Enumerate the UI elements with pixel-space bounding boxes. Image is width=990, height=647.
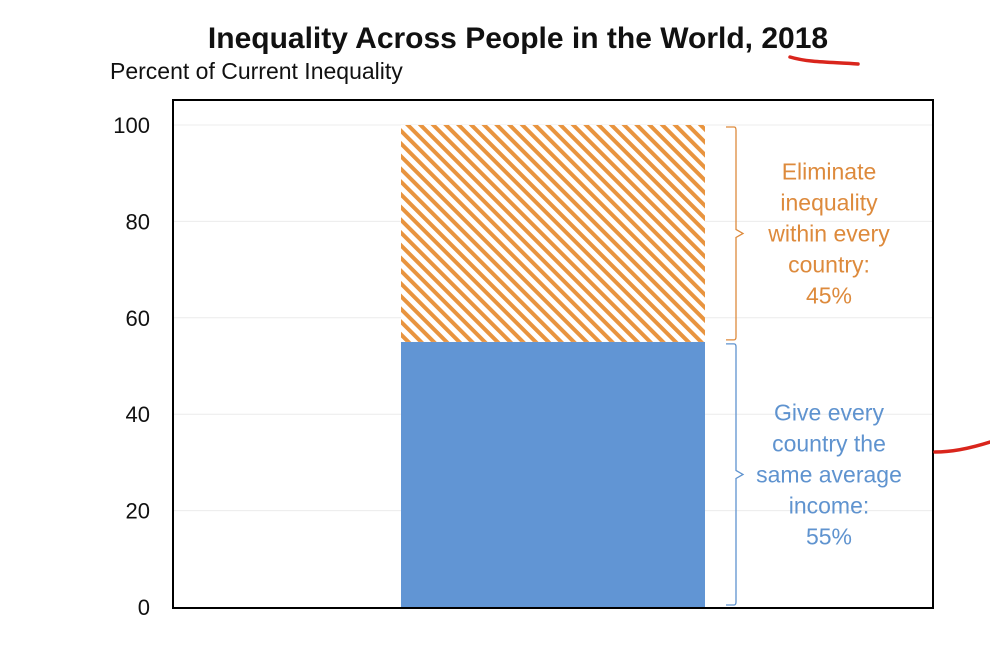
bar-segment-2	[401, 125, 705, 342]
y-ticks: 0 20 40 60 80 100	[113, 113, 150, 620]
annotation-line: Eliminate	[782, 158, 877, 184]
annotation-line: Give every	[774, 399, 884, 425]
annotation-line: 55%	[806, 523, 852, 549]
plot-frame	[172, 99, 934, 609]
annotation-line: 45%	[806, 282, 852, 308]
annotation-line: same average	[756, 461, 902, 487]
annotation-line: within every	[767, 220, 890, 246]
side-mark	[933, 440, 990, 454]
y-tick-label: 40	[126, 402, 150, 427]
bar-segment-1	[401, 341, 705, 607]
y-tick-label: 0	[138, 595, 150, 620]
chart-title: Inequality Across People in the World, 2…	[208, 22, 828, 55]
y-tick-label: 20	[126, 499, 150, 524]
y-axis-label: Percent of Current Inequality	[110, 58, 403, 84]
annotations: Give every country the same average income:…	[726, 126, 902, 606]
annotation-line: income:	[789, 492, 870, 518]
y-tick-label: 60	[126, 306, 150, 331]
annotation-bracket	[726, 126, 745, 341]
underline-mark	[788, 55, 860, 66]
y-tick-label: 80	[126, 209, 150, 234]
annotation-line: country the	[772, 430, 886, 456]
y-tick-label: 100	[113, 113, 150, 138]
annotation-line: inequality	[780, 189, 878, 215]
annotation-bracket	[726, 343, 745, 606]
bars	[401, 125, 705, 607]
annotation-line: country:	[788, 251, 870, 277]
